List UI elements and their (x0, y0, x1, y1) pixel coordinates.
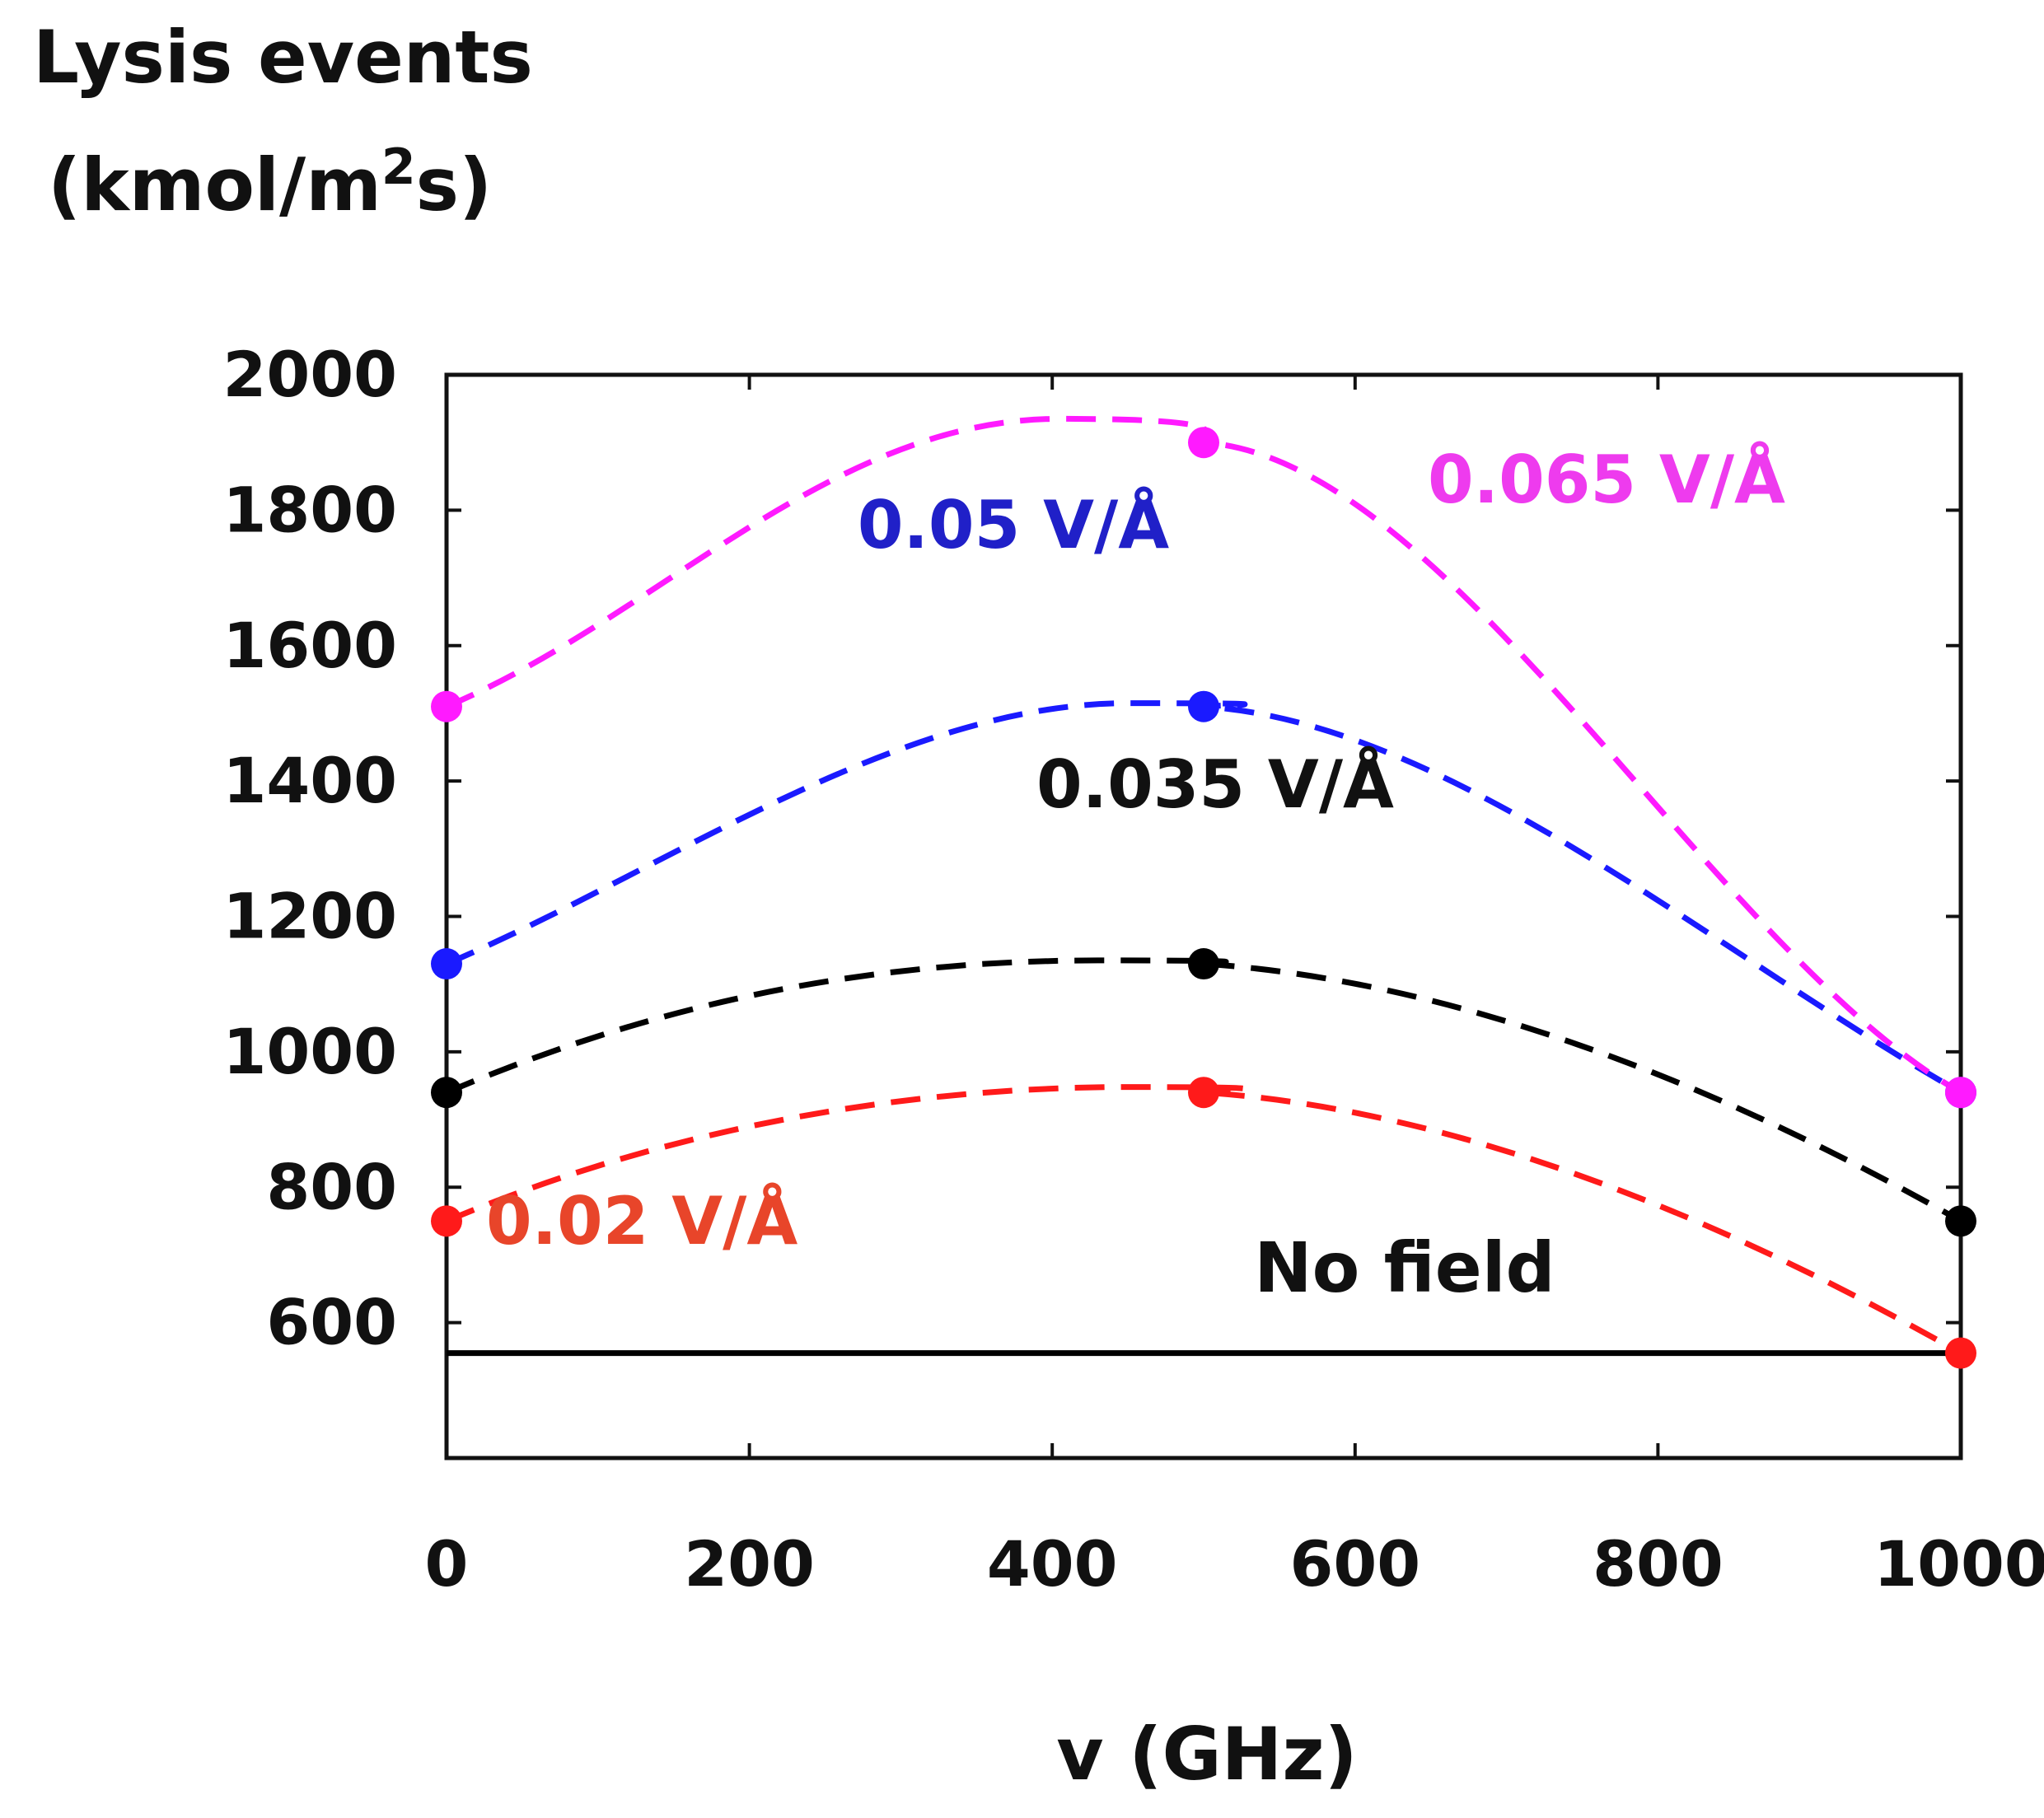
data-point (1945, 1205, 1976, 1237)
series-label: 0.02 V/Å (486, 1182, 797, 1260)
y-tick-label: 600 (266, 1286, 397, 1359)
series-label: 0.05 V/Å (858, 486, 1169, 563)
y-tick-label: 1000 (222, 1015, 397, 1088)
series-line (445, 700, 1962, 1096)
x-tick-label: 200 (684, 1527, 815, 1601)
y-axis-title-prefix: (kmol/m (48, 143, 381, 227)
y-tick-label: 1400 (222, 744, 397, 817)
y-tick-label: 1200 (222, 880, 397, 953)
x-tick-label: 800 (1593, 1527, 1724, 1601)
data-point (1188, 427, 1219, 459)
data-point (1188, 948, 1219, 980)
data-point (1188, 690, 1219, 722)
series-label: 0.065 V/Å (1428, 441, 1785, 518)
data-point (1945, 1077, 1976, 1109)
y-tick-label: 800 (266, 1150, 397, 1223)
y-axis-title-line2: (kmol/m2s) (48, 138, 492, 227)
data-point (431, 1205, 462, 1237)
x-axis-title: v (GHz) (1056, 1712, 1358, 1797)
x-tick-label: 400 (987, 1527, 1118, 1601)
y-axis-title-suffix: s) (416, 143, 493, 227)
y-tick-label: 1600 (222, 609, 397, 682)
data-point (1188, 1077, 1219, 1109)
series-line (445, 1084, 1962, 1356)
plot-frame (444, 372, 1963, 1460)
data-point (431, 1077, 462, 1109)
x-tick-label: 1000 (1873, 1527, 2044, 1601)
series-label: 0.035 V/Å (1036, 745, 1394, 823)
data-point (1945, 1337, 1976, 1369)
y-tick-label: 2000 (222, 338, 397, 411)
data-point (431, 690, 462, 722)
y-tick-label: 1800 (222, 473, 397, 546)
data-point (431, 948, 462, 980)
x-tick-label: 600 (1289, 1527, 1420, 1601)
no-field-label: No field (1254, 1227, 1555, 1308)
y-axis-title-superscript: 2 (381, 138, 416, 196)
y-axis-title-line1: Lysis events (33, 15, 533, 100)
x-tick-label: 0 (425, 1527, 469, 1601)
series-line (445, 957, 1962, 1224)
